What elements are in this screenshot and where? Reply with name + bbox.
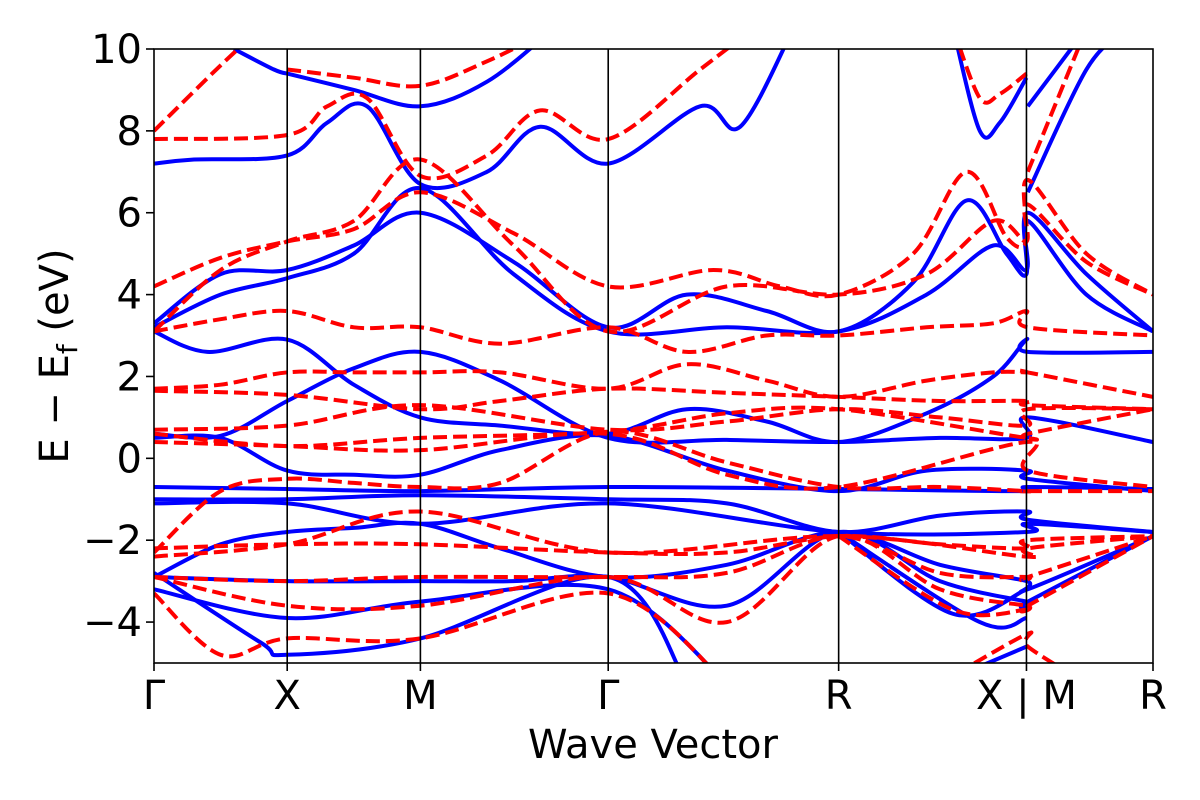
- band-solid-4: [232, 49, 288, 76]
- band-solid-1: [154, 186, 1153, 337]
- band-solid-12: [154, 493, 1153, 535]
- high-symmetry-lines: [286, 49, 1028, 663]
- band-dashed-2: [154, 49, 731, 181]
- y-axis-ticks: −4 −2 0 2 4 6 8 10: [83, 27, 154, 646]
- band-dashed-3: [286, 49, 518, 89]
- y-tick-label: 2: [117, 354, 142, 400]
- x-tick-label: R: [1139, 673, 1167, 719]
- y-tick-label: 4: [117, 273, 142, 319]
- plot-area: [153, 48, 1154, 664]
- y-axis-label-unit: (eV): [32, 248, 78, 344]
- band-dashed-9: [154, 386, 1153, 412]
- y-tick-label: −4: [83, 600, 142, 646]
- y-axis-label: E − Ef (eV): [32, 248, 84, 463]
- y-axis-label-main: E − E: [32, 354, 78, 464]
- y-tick-label: −2: [83, 518, 142, 564]
- band-dashed-4: [154, 49, 242, 133]
- band-solid-6: [1026, 49, 1074, 108]
- plot-frame: [153, 48, 1154, 664]
- x-tick-label: X | M: [976, 673, 1077, 719]
- band-dashed-18: [154, 590, 709, 663]
- series-dashed: [154, 49, 1153, 663]
- x-tick-label: M: [403, 673, 438, 719]
- band-dashed-7: [154, 308, 1153, 354]
- band-dashed-5: [958, 49, 1028, 105]
- x-tick-label: X: [273, 673, 300, 719]
- band-dashed-8: [154, 362, 1153, 399]
- band-dashed-6: [1025, 49, 1081, 173]
- band-dashed-19: [837, 534, 1027, 618]
- band-dashed-0: [154, 169, 1153, 299]
- y-axis-label-subscript: f: [51, 343, 84, 354]
- band-solid-17: [154, 571, 679, 663]
- band-solid-8: [154, 329, 1153, 445]
- band-solid-20: [982, 644, 1028, 663]
- x-axis-ticks: Γ X M Γ R X | M R: [143, 663, 1167, 719]
- band-dashed-17: [154, 533, 1153, 625]
- x-tick-label: R: [825, 673, 853, 719]
- x-axis-label: Wave Vector: [528, 722, 779, 768]
- band-solid-13: [154, 499, 1153, 537]
- y-tick-label: 8: [117, 109, 142, 155]
- band-solid-2: [154, 49, 786, 191]
- x-tick-label: Γ: [143, 673, 166, 719]
- x-tick-label: Γ: [597, 673, 620, 719]
- band-solid-11: [154, 484, 1153, 494]
- y-tick-label: 10: [91, 27, 142, 73]
- band-solid-7: [1025, 49, 1105, 194]
- band-solid-5: [955, 49, 1029, 140]
- band-dashed-15: [154, 509, 1153, 559]
- band-dashed-20: [970, 630, 1057, 663]
- y-tick-label: 0: [117, 436, 142, 482]
- bands-layer: [154, 49, 1153, 663]
- band-dashed-12: [154, 431, 1153, 491]
- y-tick-label: 6: [117, 191, 142, 237]
